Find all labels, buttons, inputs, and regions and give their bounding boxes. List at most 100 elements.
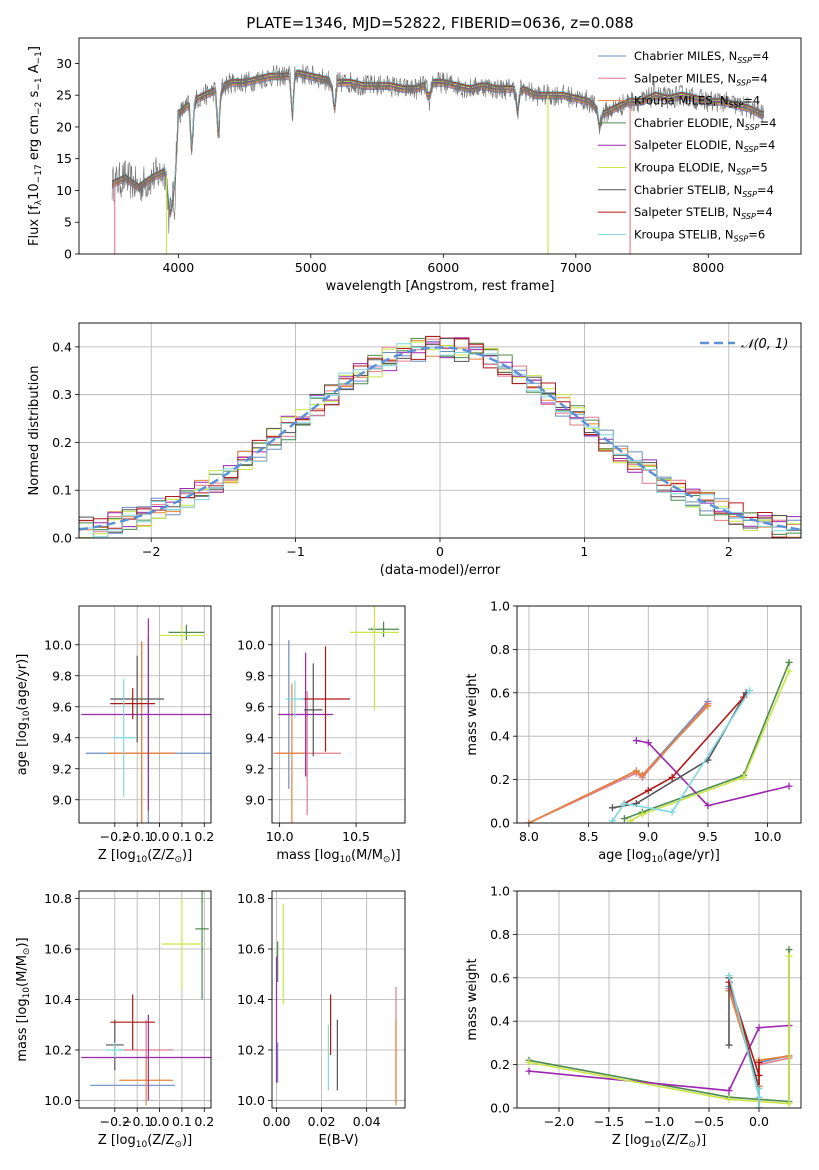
x-tick-label: −1.5 <box>594 1114 624 1129</box>
y-tick-label: 0.0 <box>490 1101 510 1116</box>
legend-nssp: =4 <box>758 138 775 152</box>
x-axis-label-part: (Z/Z <box>661 1133 688 1148</box>
age_vs_Z-points <box>81 618 211 823</box>
y-tick-label: 10.4 <box>44 992 72 1007</box>
y-axis-label-part: −1 <box>34 51 44 64</box>
x-axis-label-part: 10 <box>650 1140 662 1150</box>
x-axis-label: (data-model)/error <box>380 563 501 578</box>
y-tick-label: 10.6 <box>44 942 72 957</box>
y-tick-label: 9.4 <box>52 730 72 745</box>
series-marker-chabrier_elodie <box>785 658 793 666</box>
y-axis-label: mass weight <box>465 673 480 755</box>
x-axis-label-part: 10 <box>651 855 663 865</box>
x-tick-label: 8.5 <box>579 829 599 844</box>
y-tick-label: 0.8 <box>490 642 510 657</box>
series-marker-kroupa_elodie <box>785 952 793 960</box>
series-marker-chabrier_stelib <box>608 804 616 812</box>
y-tick-label: 9.8 <box>52 668 72 683</box>
legend-subscript: SSP <box>737 56 752 65</box>
legend-subscript: SSP <box>744 145 759 154</box>
y-tick-label: 0.4 <box>490 1014 510 1029</box>
y-axis-label-part: Flux [f <box>27 205 42 246</box>
legend-nssp: =4 <box>743 94 760 108</box>
mass_vs_ebv-frame <box>271 890 406 1109</box>
series-marker-kroupa_elodie <box>785 1100 793 1108</box>
legend-subscript: SSP <box>741 212 756 221</box>
series-marker-kroupa_miles <box>638 771 646 779</box>
spectrum-frame <box>78 37 802 255</box>
x-axis-label-part: )] <box>182 1133 192 1148</box>
x-axis-label: mass [log10(M/M⊙)] <box>276 848 400 865</box>
legend-subscript: SSP <box>736 78 751 87</box>
x-tick-label: −0.2 <box>100 829 130 844</box>
series-marker-salpeter_elodie <box>525 1067 533 1075</box>
legend-nssp: =4 <box>751 71 768 85</box>
y-tick-label: 9.2 <box>245 761 265 776</box>
x-tick-label: 0.02 <box>308 1114 336 1129</box>
y-tick-label: 10.0 <box>237 637 265 652</box>
legend-nssp: =4 <box>757 183 774 197</box>
x-axis-label: Z [log10(Z/Z⊙)] <box>98 848 192 865</box>
mass_weight_vs_age-series <box>525 658 793 823</box>
x-tick-label: 10.5 <box>342 829 370 844</box>
series-marker-salpeter_elodie <box>704 802 712 810</box>
y-tick-label: 10.0 <box>44 1093 72 1108</box>
series-marker-kroupa_miles <box>704 702 712 710</box>
series-line-salpeter_miles <box>528 703 709 823</box>
x-axis-label-part: (Z/Z <box>147 848 174 863</box>
x-tick-label: 0.2 <box>194 1114 214 1129</box>
y-axis-label-part: −17 <box>34 164 44 183</box>
y-tick-label: 10.8 <box>44 891 72 906</box>
y-axis-label-part: 10 <box>27 183 42 200</box>
x-axis-label: age [log10(age/yr)] <box>598 848 720 865</box>
y-axis-label-part: 10 <box>22 987 32 999</box>
series-line-salpeter_elodie <box>636 739 790 807</box>
y-axis-label-part: 10 <box>22 710 32 722</box>
figure-title: PLATE=1346, MJD=52822, FIBERID=0636, z=0… <box>246 14 633 32</box>
y-tick-label: 0 <box>64 247 72 262</box>
x-tick-label: 0.1 <box>172 1114 192 1129</box>
y-tick-label: 0.6 <box>490 970 510 985</box>
series-marker-kroupa_miles <box>525 819 533 823</box>
legend-name: Chabrier MILES, N <box>634 49 737 63</box>
y-tick-label: 0.2 <box>52 435 72 450</box>
x-axis-label-part: Z [log <box>612 1133 650 1148</box>
x-tick-label: 0.0 <box>150 829 170 844</box>
x-axis-label-part: ⊙ <box>383 855 391 865</box>
y-tick-label: 20 <box>56 119 72 134</box>
x-tick-label: 1 <box>580 544 588 559</box>
series-marker-kroupa_stelib <box>755 1093 763 1101</box>
series-marker-kroupa_stelib <box>668 808 676 816</box>
series-marker-kroupa_elodie <box>740 773 748 781</box>
series-marker-kroupa_elodie <box>785 667 793 675</box>
x-axis-label-part: Z [log <box>98 1133 136 1148</box>
y-axis-label-part: ⊙ <box>22 948 32 956</box>
x-axis-label: E(B-V) <box>318 1133 358 1148</box>
y-tick-label: 9.0 <box>245 792 265 807</box>
legend-name: Chabrier ELODIE, N <box>634 116 745 130</box>
y-tick-label: 10.0 <box>237 1093 265 1108</box>
series-marker-chabrier_elodie <box>620 815 628 823</box>
y-tick-label: 1.0 <box>490 599 510 614</box>
y-tick-label: 0.6 <box>490 685 510 700</box>
y-axis-label-part: −2 <box>34 102 44 115</box>
x-tick-label: 8.0 <box>519 829 539 844</box>
series-line-salpeter_stelib <box>624 696 745 805</box>
y-axis-label-part: (M/M <box>15 955 30 987</box>
mass_weight_vs_Z-series <box>525 946 793 1108</box>
legend-label-normal: 𝒩(0, 1) <box>741 337 788 352</box>
x-tick-label: 0.00 <box>263 1114 291 1129</box>
legend-label-salpeter_stelib: Salpeter STELIB, NSSP=4 <box>634 205 773 221</box>
legend-nssp: =4 <box>756 205 773 219</box>
x-tick-label: 0.0 <box>150 1114 170 1129</box>
normal-reference-curve <box>79 346 801 531</box>
x-tick-label: −1.0 <box>644 1114 674 1129</box>
series-marker-kroupa_elodie <box>525 1058 533 1066</box>
y-axis-label-part: erg cm <box>27 115 42 164</box>
x-tick-label: 10.0 <box>754 829 782 844</box>
y-tick-label: 9.0 <box>52 792 72 807</box>
series-marker-kroupa_stelib <box>755 1104 763 1108</box>
x-tick-label: 9.0 <box>638 829 658 844</box>
series-marker-kroupa_stelib <box>725 972 733 980</box>
series-marker-kroupa_elodie <box>626 817 634 823</box>
